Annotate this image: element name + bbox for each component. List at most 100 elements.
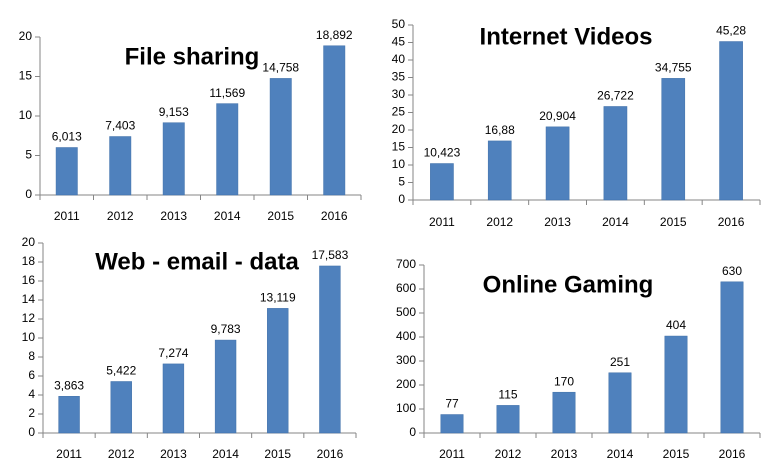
y-tick-label: 14	[22, 292, 36, 306]
category-label: 2012	[486, 215, 513, 229]
bar-2016	[323, 45, 346, 196]
y-tick-label: 15	[19, 69, 33, 83]
y-tick-label: 45	[392, 35, 406, 49]
y-tick-label: 20	[19, 29, 33, 43]
y-tick-label: 20	[22, 235, 36, 249]
chart-web-email-data: Web - email - data 0 2 4 6 8 10 12 14 16 18 20 3,863…	[22, 235, 357, 461]
category-label: 2014	[602, 215, 629, 229]
category-label: 2013	[544, 215, 571, 229]
y-tick-label: 50	[392, 17, 406, 31]
bar-2015	[269, 78, 292, 196]
bar-2013	[552, 391, 576, 434]
chart-title: Online Gaming	[483, 271, 654, 298]
category-label: 2013	[551, 447, 578, 461]
chart-title: File sharing	[125, 43, 260, 70]
bar-2013	[162, 122, 185, 196]
y-tick-label: 2	[28, 406, 35, 420]
y-tick-label: 0	[398, 192, 405, 206]
y-tick-label: 15	[392, 140, 406, 154]
data-label: 14,758	[262, 61, 299, 75]
data-label: 3,863	[54, 378, 84, 392]
data-label: 170	[554, 374, 574, 388]
y-tick-label: 5	[25, 148, 32, 162]
y-tick-label: 400	[396, 329, 416, 343]
data-label: 17,583	[312, 248, 349, 262]
y-tick-label: 10	[19, 108, 33, 122]
chart-internet-videos: Internet Videos 0 5 10 15 20 25 30 35 40 45 50 10,42…	[392, 17, 761, 229]
bar-2014	[608, 372, 632, 434]
data-label: 6,013	[52, 130, 82, 144]
y-tick-label: 12	[22, 311, 36, 325]
data-label: 630	[722, 264, 742, 278]
bar-2016	[719, 41, 743, 201]
category-label: 2011	[439, 447, 465, 461]
data-label: 45,28	[716, 24, 746, 38]
category-label: 2013	[160, 209, 187, 223]
category-label: 2014	[607, 447, 634, 461]
bar-2015	[267, 308, 289, 434]
data-label: 26,722	[597, 89, 634, 103]
bar-2012	[496, 405, 520, 434]
y-tick-label: 20	[392, 122, 406, 136]
bar-2012	[110, 381, 132, 434]
data-label: 251	[610, 355, 630, 369]
y-tick-label: 700	[396, 257, 416, 271]
data-label: 20,904	[539, 109, 576, 123]
data-label: 9,153	[159, 105, 189, 119]
chart-online-gaming: Online Gaming 0 100 200 300 400 500 600 700 77 201…	[396, 257, 761, 461]
data-label: 5,422	[106, 364, 136, 378]
category-label: 2014	[212, 447, 239, 461]
y-tick-label: 8	[28, 349, 35, 363]
data-label: 11,569	[209, 86, 245, 100]
data-label: 7,403	[105, 119, 135, 133]
chart-title: Web - email - data	[95, 248, 299, 275]
data-label: 7,274	[158, 346, 188, 360]
chart-file-sharing: File sharing 0 5 10 15 20 6,013 2011 7,403 2012 9,…	[19, 28, 362, 223]
bar-2012	[109, 136, 132, 196]
data-label: 13,119	[260, 291, 296, 305]
y-tick-label: 6	[28, 368, 35, 382]
bar-2014	[214, 339, 237, 434]
bar-2014	[603, 106, 628, 201]
category-label: 2015	[663, 447, 690, 461]
category-label: 2016	[718, 215, 745, 229]
y-tick-label: 0	[25, 187, 32, 201]
category-label: 2012	[108, 447, 135, 461]
data-label: 16,88	[485, 123, 515, 137]
category-label: 2011	[56, 447, 82, 461]
y-tick-label: 16	[22, 273, 36, 287]
data-label: 10,423	[424, 146, 461, 160]
category-label: 2013	[160, 447, 187, 461]
bar-2012	[487, 140, 512, 201]
data-label: 34,755	[655, 61, 692, 75]
bar-2011	[58, 396, 80, 434]
y-tick-label: 100	[396, 401, 416, 415]
data-label: 115	[498, 388, 517, 402]
data-label: 18,892	[316, 28, 353, 42]
bar-2011	[55, 147, 78, 196]
data-label: 9,783	[211, 322, 241, 336]
y-tick-label: 300	[396, 353, 416, 367]
y-tick-label: 18	[22, 254, 36, 268]
chart-title: Internet Videos	[480, 23, 653, 50]
y-tick-label: 35	[392, 70, 406, 84]
bar-2015	[664, 335, 688, 434]
category-label: 2012	[107, 209, 134, 223]
bar-2016	[720, 281, 744, 434]
bar-2011	[430, 163, 454, 201]
category-label: 2015	[264, 447, 291, 461]
bar-2015	[661, 78, 686, 201]
y-tick-label: 5	[398, 175, 405, 189]
category-label: 2015	[660, 215, 687, 229]
category-label: 2012	[495, 447, 522, 461]
category-label: 2016	[321, 209, 348, 223]
y-tick-label: 10	[392, 157, 406, 171]
y-tick-label: 40	[392, 52, 406, 66]
y-tick-label: 4	[28, 387, 35, 401]
y-tick-label: 200	[396, 377, 416, 391]
bar-2013	[162, 363, 185, 434]
bar-2013	[545, 126, 570, 201]
category-label: 2011	[429, 215, 455, 229]
